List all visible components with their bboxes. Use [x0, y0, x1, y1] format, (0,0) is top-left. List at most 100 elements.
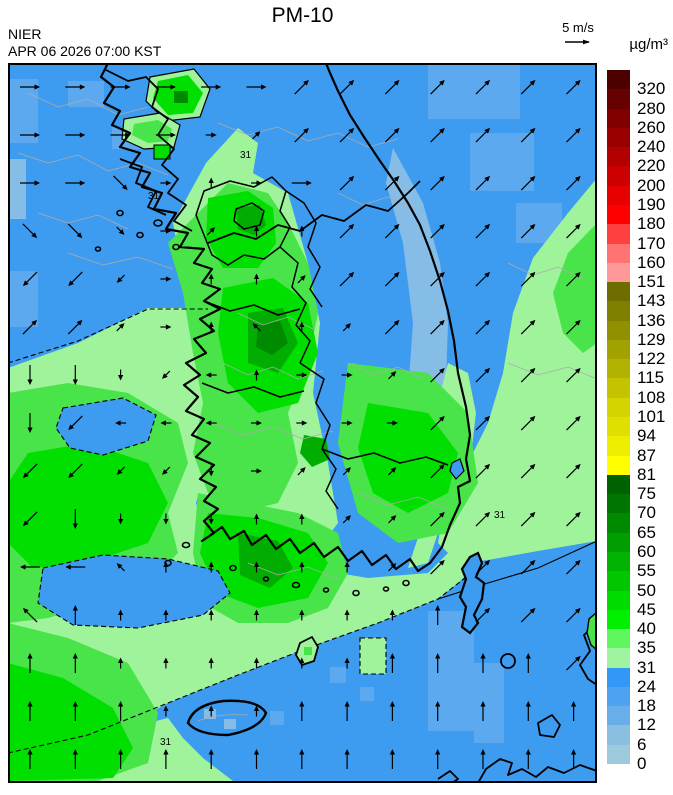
colorbar-segment [607, 147, 630, 167]
colorbar: 320 280 260 240 220 200 190 180 170 160 151 143 136 1… [607, 70, 665, 772]
wind-arrow [520, 223, 536, 239]
wind-arrow [344, 609, 350, 621]
wind-arrow [208, 465, 214, 477]
contour-label: 31 [240, 150, 252, 161]
wind-arrow [162, 466, 171, 475]
colorbar-segment [607, 339, 630, 360]
wind-arrow [155, 84, 176, 90]
wind-arrow [163, 513, 169, 525]
wind-arrow [566, 511, 581, 527]
wind-arrow [160, 276, 172, 282]
colorbar-tick-label: 240 [637, 137, 666, 157]
wind-arrow [475, 127, 491, 143]
wind-arrow [296, 372, 308, 378]
colorbar-segment [607, 166, 630, 187]
wind-arrow [20, 180, 40, 186]
wind-arrow [72, 509, 78, 529]
colorbar-tick-label: 65 [637, 522, 656, 542]
wind-arrow [27, 749, 33, 769]
wind-arrow [299, 657, 305, 669]
wind-arrow [566, 223, 581, 239]
colorbar-segment [607, 127, 630, 148]
wind-arrow [116, 274, 125, 283]
wind-arrow [344, 657, 350, 669]
wind-arrow [520, 511, 536, 527]
wind-arrow [566, 271, 581, 287]
wind-arrow [208, 657, 214, 669]
wind-arrow [72, 749, 78, 769]
wind-arrow [525, 701, 531, 721]
wind-arrow [388, 371, 397, 380]
wind-arrow [22, 463, 38, 479]
wind-arrow [430, 79, 445, 95]
colorbar-tick-label: 190 [637, 194, 666, 214]
wind-arrow [525, 653, 531, 673]
wind-arrows-layer [20, 79, 581, 769]
wind-arrow [475, 463, 491, 479]
wind-arrow [388, 515, 397, 524]
colorbar-segment [607, 108, 630, 129]
wind-arrow [430, 319, 445, 335]
colorbar-segment [607, 571, 630, 591]
wind-arrow [570, 701, 577, 721]
wind-arrow [296, 420, 308, 426]
wind-arrow [253, 273, 260, 285]
wind-scale-legend: 5 m/s [548, 20, 608, 47]
wind-arrow [566, 463, 581, 479]
wind-arrow [65, 132, 86, 138]
wind-arrow [251, 468, 262, 474]
wind-arrow [163, 609, 169, 621]
colorbar-segment [607, 185, 630, 206]
wind-arrow [342, 467, 351, 476]
pm-patch-right-edge [586, 611, 597, 651]
colorbar-segment [607, 706, 630, 726]
wind-arrow [480, 653, 486, 673]
wind-arrow [117, 369, 124, 381]
colorbar-tick-label: 200 [637, 175, 666, 195]
wind-arrow [251, 420, 262, 426]
colorbar-segment [607, 417, 630, 437]
wind-arrow [155, 132, 176, 138]
colorbar-tick-label: 40 [637, 619, 656, 639]
wind-scale-label: 5 m/s [562, 20, 594, 35]
colorbar-segment [607, 243, 630, 264]
contour-label: 31 [494, 510, 506, 521]
wind-arrow [339, 223, 355, 239]
wind-arrow [160, 420, 172, 426]
wind-arrow [110, 132, 131, 138]
wind-arrow [162, 370, 171, 379]
tsushima-island [458, 551, 486, 635]
wind-arrow [299, 701, 305, 721]
wind-arrow [253, 561, 260, 573]
colorbar-tick-label: 45 [637, 599, 656, 619]
wind-arrow [480, 701, 486, 721]
wind-arrow [115, 420, 127, 426]
wind-arrow [520, 367, 536, 383]
colorbar-tick-label: 0 [637, 754, 647, 773]
colorbar-tick-label: 122 [637, 349, 666, 369]
wind-arrow [430, 511, 445, 527]
wind-arrow [117, 657, 124, 669]
wind-arrow [435, 749, 441, 769]
colorbar-tick-label: 180 [637, 214, 666, 234]
wind-arrow [67, 319, 83, 335]
colorbar-segment [607, 725, 630, 746]
wind-arrow [566, 559, 581, 575]
colorbar-tick-label: 151 [637, 272, 666, 292]
wind-arrow [294, 79, 309, 95]
wind-arrow [339, 175, 355, 191]
wind-arrow [475, 319, 491, 335]
wind-arrow [480, 749, 486, 769]
pm10-concentration-map: 31 31 31 31 [8, 63, 597, 783]
wind-arrow [388, 467, 397, 476]
wind-arrow [344, 561, 350, 573]
wind-arrow [72, 701, 78, 721]
wind-arrow [208, 177, 214, 189]
colorbar-segment [607, 301, 630, 322]
colorbar-segment [607, 513, 630, 534]
colorbar-tick-label: 55 [637, 561, 656, 581]
wind-arrow [520, 271, 536, 287]
sea-gaps-in-plume [37, 397, 465, 629]
agency-label: NIER [8, 26, 42, 42]
wind-arrow [163, 749, 169, 769]
